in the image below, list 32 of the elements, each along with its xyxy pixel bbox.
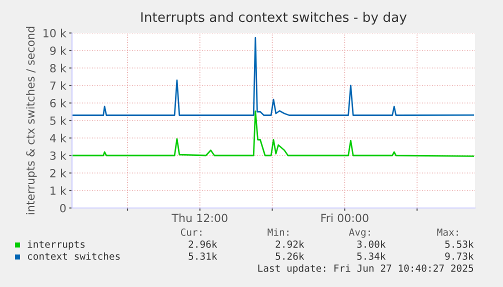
y-tick-label: 7 k xyxy=(50,81,66,90)
line-series xyxy=(72,110,474,157)
y-tick-label: 5 k xyxy=(50,116,66,125)
text: 5.31k xyxy=(188,252,218,260)
text: Last update: Fri Jun 27 10:40:27 2025 xyxy=(258,264,474,274)
text: Max: xyxy=(437,228,458,236)
text: 5.34k xyxy=(357,252,386,260)
legend-label: interrupts xyxy=(28,240,85,250)
line-series xyxy=(72,37,474,116)
text: Min: xyxy=(268,228,288,236)
text: 9.73k xyxy=(445,252,474,260)
x-tick-label: Fri 00:00 xyxy=(321,214,368,222)
y-tick-label: 10 k xyxy=(44,28,66,38)
text: 5.26k xyxy=(276,252,304,260)
chart-title: Interrupts and context switches - by day xyxy=(141,12,407,25)
text: 5.53k xyxy=(445,240,474,248)
y-tick-label: 0 xyxy=(60,204,66,212)
text: Avg: xyxy=(348,228,370,238)
text: 2.92k xyxy=(276,240,304,248)
y-tick-label: 8 k xyxy=(50,64,66,72)
text: Cur: xyxy=(180,228,202,236)
y-tick-label: 1 k xyxy=(50,186,66,195)
legend-label: context switches xyxy=(28,252,120,260)
y-tick-label: 6 k xyxy=(50,98,66,108)
y-tick-label: 2 k xyxy=(50,168,66,178)
y-axis-title: interrupts & ctx switches / second xyxy=(26,26,37,214)
text: 3.00k xyxy=(357,240,386,248)
y-tick-label: 4 k xyxy=(50,134,66,142)
x-tick-label: Thu 12:00 xyxy=(172,214,228,222)
text: 2.96k xyxy=(188,240,218,248)
y-tick-label: 9 k xyxy=(50,46,66,55)
y-tick-label: 3 k xyxy=(50,151,66,160)
